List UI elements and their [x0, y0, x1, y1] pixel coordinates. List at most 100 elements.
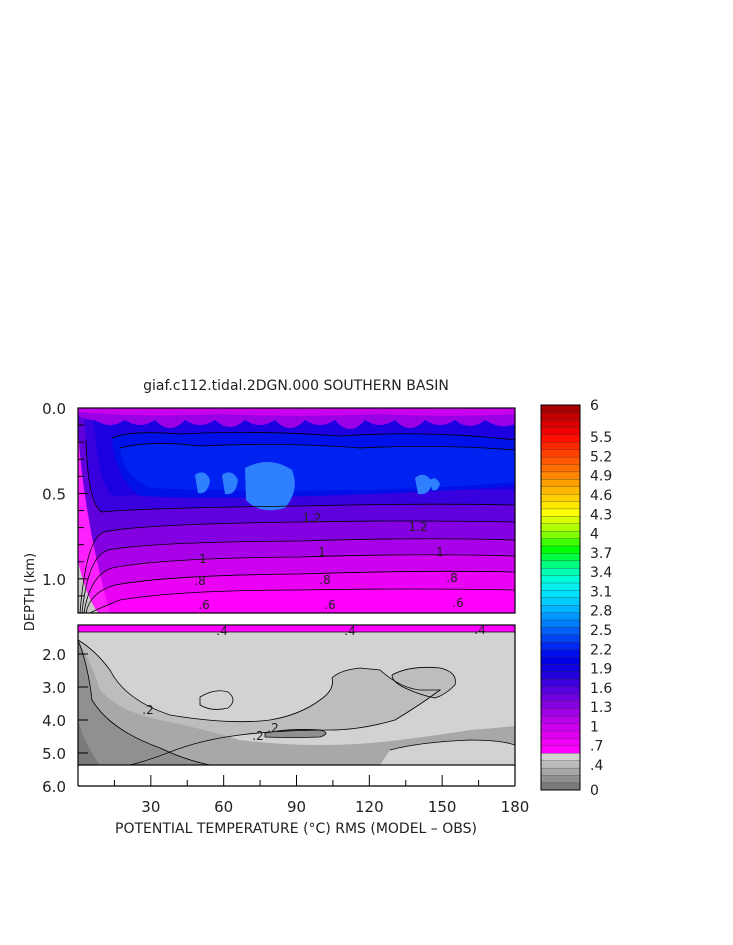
colorbar-label: 6 — [590, 398, 599, 414]
contour-label: .6 — [198, 598, 209, 612]
colorbar-swatch — [540, 523, 581, 532]
y-tick-label: 1.0 — [42, 571, 66, 589]
colorbar-swatch — [540, 404, 581, 413]
contour-label: .4 — [216, 624, 227, 638]
colorbar-swatch — [540, 686, 581, 695]
colorbar-swatch — [540, 493, 581, 502]
contour-label: .8 — [319, 573, 330, 587]
colorbar-swatch — [540, 552, 581, 561]
colorbar-swatch — [540, 663, 581, 672]
colorbar-swatch — [540, 545, 581, 554]
colorbar-swatch — [540, 730, 581, 739]
contour-label: .6 — [324, 598, 335, 612]
colorbar-swatch — [540, 449, 581, 458]
colorbar — [540, 404, 581, 791]
colorbar-label: 1 — [590, 719, 599, 735]
colorbar-swatch — [540, 419, 581, 428]
colorbar-label: 3.1 — [590, 584, 612, 600]
colorbar-swatch — [540, 775, 581, 784]
contour-label: .8 — [194, 574, 205, 588]
colorbar-swatch — [540, 678, 581, 687]
colorbar-swatch — [540, 708, 581, 717]
colorbar-swatch — [540, 427, 581, 436]
contour-label: 1.2 — [408, 520, 427, 534]
colorbar-swatch — [540, 767, 581, 776]
colorbar-swatch — [540, 582, 581, 591]
colorbar-label: 2.5 — [590, 623, 612, 639]
upper-panel-field — [78, 408, 515, 613]
colorbar-swatch — [540, 589, 581, 598]
colorbar-swatch — [540, 634, 581, 643]
chart-title: giaf.c112.tidal.2DGN.000 SOUTHERN BASIN — [143, 378, 449, 394]
x-tick-label: 150 — [428, 798, 457, 816]
colorbar-swatch — [540, 738, 581, 747]
colorbar-label: 2.2 — [590, 642, 612, 658]
colorbar-swatch — [540, 612, 581, 621]
colorbar-swatch — [540, 723, 581, 732]
y-axis-label: DEPTH (km) — [23, 553, 38, 631]
colorbar-swatch — [540, 464, 581, 473]
y-tick-label: 6.0 — [42, 778, 66, 796]
contour-label: .4 — [474, 623, 485, 637]
colorbar-label: 4.6 — [590, 488, 612, 504]
colorbar-swatch — [540, 508, 581, 517]
x-tick-label: 90 — [287, 798, 306, 816]
x-tick-label: 30 — [141, 798, 160, 816]
colorbar-label: 4.9 — [590, 469, 612, 485]
colorbar-swatch — [540, 604, 581, 613]
lower-panel-frame — [77, 624, 516, 766]
colorbar-swatch — [540, 760, 581, 769]
colorbar-swatch — [540, 538, 581, 547]
colorbar-swatch — [540, 501, 581, 510]
x-tick-label: 120 — [355, 798, 384, 816]
contour-label: .6 — [452, 596, 463, 610]
y-tick-label: 3.0 — [42, 679, 66, 697]
colorbar-swatch — [540, 486, 581, 495]
colorbar-swatch — [540, 693, 581, 702]
colorbar-label: 3.4 — [590, 565, 612, 581]
colorbar-swatch — [540, 471, 581, 480]
axes-layer: 30 60 90 120 150 180 0.0 0.5 1.0 2.0 3.0 4.0 5.0 6.0 — [42, 400, 529, 816]
contour-label: .2 — [267, 721, 278, 735]
colorbar-swatch — [540, 745, 581, 754]
contour-label: .8 — [446, 571, 457, 585]
y-tick-label: 0.0 — [42, 400, 66, 418]
x-tick-label: 180 — [501, 798, 530, 816]
colorbar-swatch — [540, 671, 581, 680]
y-tick-label: 5.0 — [42, 745, 66, 763]
colorbar-label: 2.8 — [590, 604, 612, 620]
colorbar-swatch — [540, 715, 581, 724]
colorbar-swatch — [540, 649, 581, 658]
colorbar-swatch — [540, 641, 581, 650]
colorbar-swatch — [540, 619, 581, 628]
x-tick-label: 60 — [214, 798, 233, 816]
contour-label: .4 — [344, 624, 355, 638]
lower-panel-field — [78, 625, 515, 765]
colorbar-swatch — [540, 456, 581, 465]
colorbar-swatch — [540, 515, 581, 524]
contour-label: 1 — [436, 545, 444, 559]
contour-label: 1 — [318, 545, 326, 559]
colorbar-label: 3.7 — [590, 546, 612, 562]
contour-label: .2 — [252, 729, 263, 743]
contour-label: 1 — [199, 552, 207, 566]
colorbar-label: 1.9 — [590, 662, 612, 678]
colorbar-swatch — [540, 782, 581, 791]
colorbar-swatch — [540, 434, 581, 443]
lower-contour-labels: .4 .4 .4 .2 .2 .2 — [142, 623, 485, 743]
colorbar-swatch — [540, 441, 581, 450]
colorbar-label: 0 — [590, 783, 599, 799]
colorbar-swatch — [540, 567, 581, 576]
colorbar-label: 5.5 — [590, 430, 612, 446]
colorbar-swatch — [540, 560, 581, 569]
colorbar-label: 1.6 — [590, 681, 612, 697]
colorbar-swatch — [540, 752, 581, 761]
y-tick-label: 4.0 — [42, 712, 66, 730]
colorbar-swatch — [540, 412, 581, 421]
colorbar-label: 4 — [590, 527, 599, 543]
colorbar-label: .7 — [590, 739, 603, 755]
x-axis-label: POTENTIAL TEMPERATURE (°C) RMS (MODEL – … — [115, 821, 477, 837]
colorbar-swatch — [540, 701, 581, 710]
contour-label: .2 — [142, 703, 153, 717]
colorbar-swatch — [540, 597, 581, 606]
